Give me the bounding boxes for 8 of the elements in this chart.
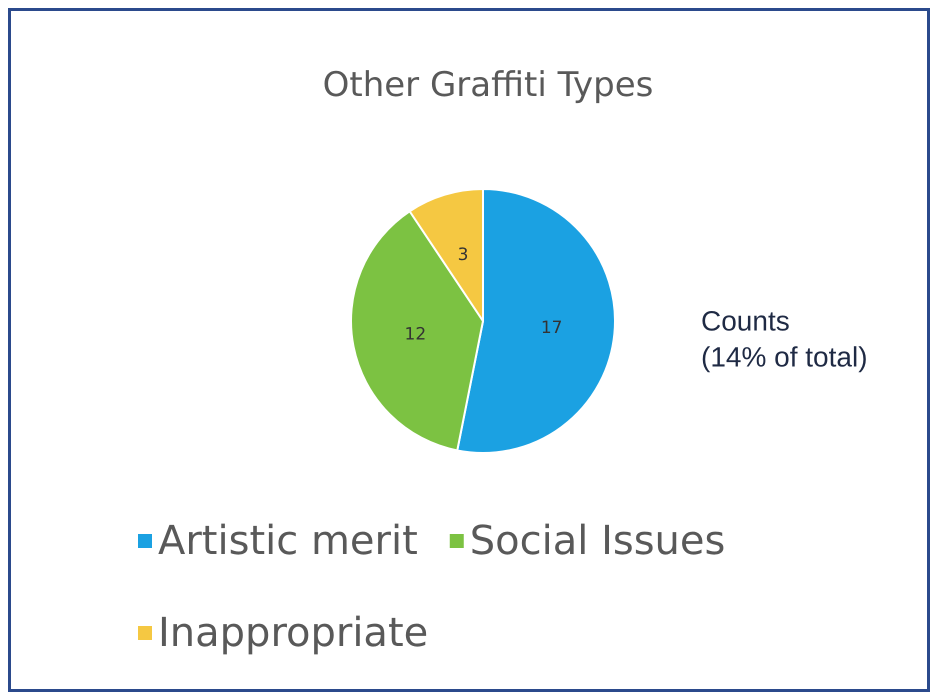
legend-label: Inappropriate: [158, 610, 428, 656]
chart-title: Other Graffiti Types: [322, 65, 654, 105]
text: Counts (14% of total): [701, 306, 868, 372]
legend-label: Artistic merit: [158, 518, 418, 564]
legend-label: Social Issues: [470, 518, 726, 564]
data-label: 12: [404, 324, 426, 344]
data-label: 17: [540, 318, 562, 338]
data-label: 3: [458, 244, 468, 265]
